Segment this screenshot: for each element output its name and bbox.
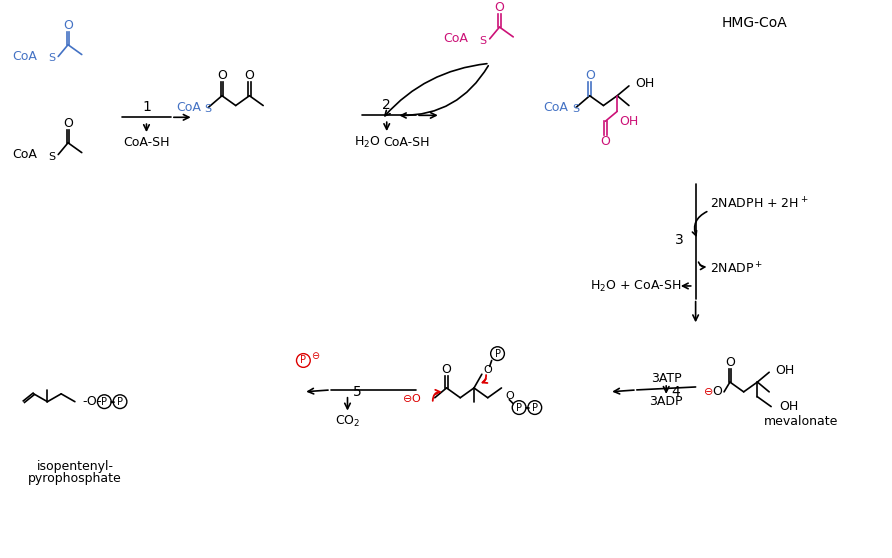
Text: O: O	[725, 356, 735, 369]
Text: O: O	[63, 117, 73, 129]
Text: O: O	[244, 69, 254, 81]
Text: 3ADP: 3ADP	[649, 395, 683, 408]
Text: 2NADPH + 2H$^+$: 2NADPH + 2H$^+$	[710, 196, 809, 211]
Text: H$_2$O + CoA-SH: H$_2$O + CoA-SH	[590, 278, 681, 294]
Text: H$_2$O: H$_2$O	[354, 135, 380, 150]
Text: CoA-SH: CoA-SH	[123, 136, 169, 150]
Text: isopentenyl-: isopentenyl-	[37, 460, 113, 473]
Text: mevalonate: mevalonate	[764, 415, 838, 428]
Text: P: P	[516, 402, 522, 412]
Text: -: -	[525, 402, 529, 412]
Text: O: O	[442, 363, 451, 376]
Text: 2NADP$^+$: 2NADP$^+$	[710, 262, 764, 277]
Text: O: O	[63, 18, 73, 32]
Text: $\ominus$: $\ominus$	[311, 350, 320, 361]
Text: P: P	[301, 355, 306, 365]
Text: P: P	[494, 349, 500, 359]
Text: S: S	[479, 36, 486, 46]
Text: CoA: CoA	[177, 101, 202, 114]
Text: 2: 2	[383, 98, 391, 112]
Text: 4: 4	[672, 385, 681, 399]
Text: P: P	[117, 397, 123, 407]
Text: O: O	[712, 386, 723, 398]
Text: 3ATP: 3ATP	[651, 372, 681, 384]
Text: CO$_2$: CO$_2$	[334, 413, 360, 429]
Text: -O-: -O-	[83, 395, 103, 408]
Text: OH: OH	[635, 78, 654, 90]
Text: pyrophosphate: pyrophosphate	[28, 472, 122, 485]
Text: HMG-CoA: HMG-CoA	[722, 16, 788, 30]
Text: CoA: CoA	[543, 101, 568, 114]
Text: CoA: CoA	[443, 32, 468, 45]
Text: 1: 1	[142, 100, 151, 114]
Text: CoA-SH: CoA-SH	[383, 136, 430, 150]
Text: OH: OH	[619, 115, 639, 128]
Text: S: S	[204, 104, 211, 114]
Text: OH: OH	[779, 400, 798, 413]
Text: S: S	[573, 104, 580, 114]
Text: S: S	[48, 54, 55, 64]
Text: OH: OH	[775, 364, 794, 377]
Text: O: O	[585, 69, 595, 81]
Text: O: O	[494, 1, 505, 14]
Text: 5: 5	[353, 385, 361, 399]
Text: O: O	[217, 69, 227, 81]
Text: P: P	[532, 402, 538, 412]
Text: O: O	[506, 391, 514, 401]
Text: 3: 3	[675, 233, 684, 247]
Text: $\ominus$O: $\ominus$O	[401, 392, 421, 404]
Text: O: O	[483, 365, 492, 376]
Text: CoA: CoA	[12, 50, 37, 63]
Text: CoA: CoA	[12, 148, 37, 161]
Text: $\ominus$: $\ominus$	[703, 386, 714, 397]
Text: O: O	[600, 135, 610, 148]
Text: -: -	[110, 397, 114, 407]
Text: P: P	[102, 397, 107, 407]
Text: S: S	[48, 152, 55, 161]
